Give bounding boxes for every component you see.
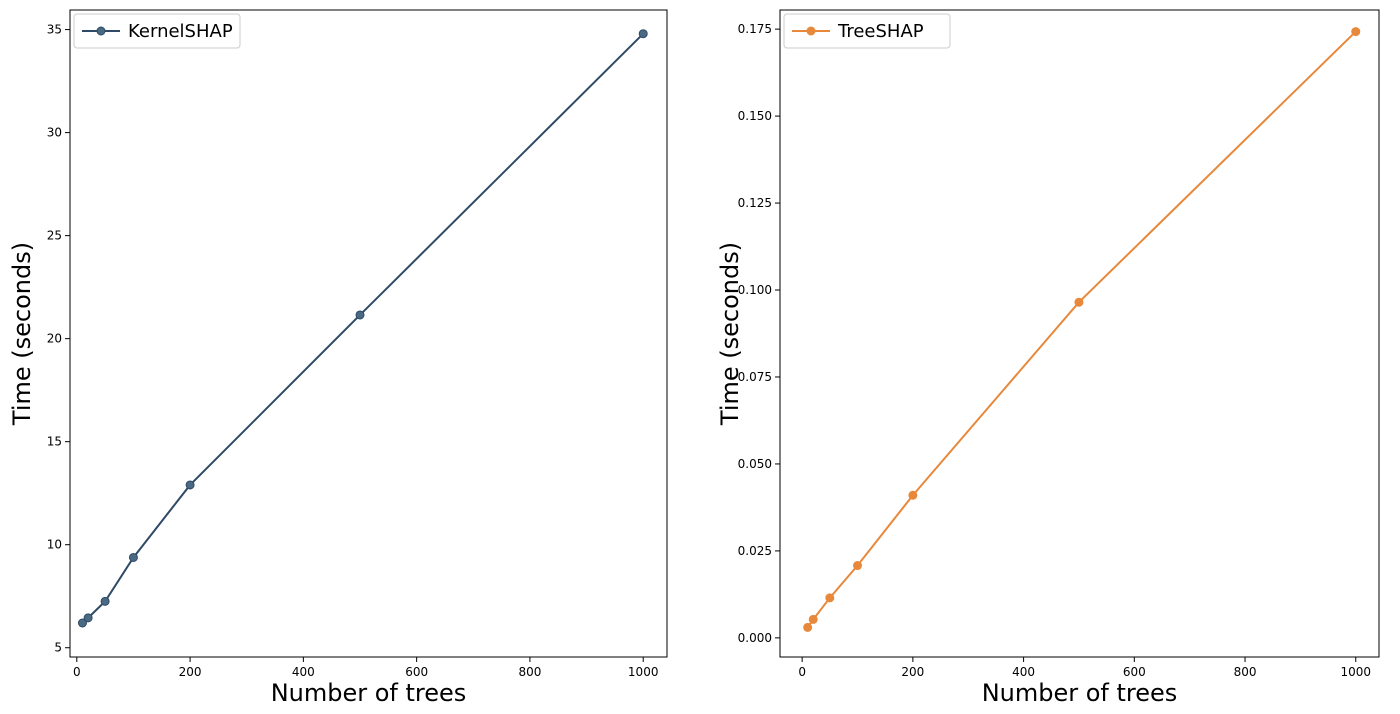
data-point [908,490,918,500]
x-tick-label: 200 [179,665,202,679]
x-axis-label: Number of trees [982,679,1178,707]
data-point [1351,27,1361,37]
data-point [185,480,195,490]
legend-marker [806,26,816,36]
chart-1: 0 200 400 600 800 1000 5 10 15 20 25 30 35 Number of … [8,9,668,707]
data-point [638,29,648,39]
x-tick-label: 400 [1012,665,1035,679]
data-point [83,613,93,623]
y-tick-label: 0.100 [738,283,772,297]
x-tick-label: 0 [73,665,81,679]
plot-frame [779,9,1380,658]
x-tick-label: 800 [1234,665,1257,679]
data-point [808,614,818,624]
series-line-kernelshap [81,32,644,624]
plot-frame [69,9,668,658]
y-axis-label: Time (seconds) [8,242,36,426]
chart-2: 0 200 400 600 800 1000 0.000 0.025 0.050 0.075 0.1… [716,9,1380,707]
y-tick-label: 35 [47,23,62,37]
legend-box [73,13,241,49]
y-tick-label: 0.025 [738,544,772,558]
x-tick-label: 600 [1123,665,1146,679]
legend-box [783,13,951,49]
x-tick-label: 600 [405,665,428,679]
legend-label: KernelSHAP [128,21,233,42]
data-point [128,552,138,562]
y-tick-label: 15 [47,435,62,449]
y-tick-label: 0.125 [738,196,772,210]
y-tick-label: 10 [47,538,62,552]
x-tick-label: 1000 [1340,665,1371,679]
y-tick-label: 20 [47,332,62,346]
legend-marker [96,26,106,36]
y-tick-label: 30 [47,126,62,140]
y-tick-label: 0.050 [738,457,772,471]
y-tick-label: 5 [54,641,62,655]
data-point [355,310,365,320]
x-tick-label: 0 [798,665,806,679]
x-tick-label: 200 [901,665,924,679]
data-point [803,622,813,632]
y-axis-label: Time (seconds) [716,242,744,426]
legend-label: TreeSHAP [837,21,924,42]
x-tick-label: 1000 [628,665,659,679]
y-tick-label: 0.175 [738,22,772,36]
y-tick-label: 25 [47,229,62,243]
data-point [100,596,110,606]
data-point [825,593,835,603]
x-tick-label: 400 [292,665,315,679]
data-point [77,618,87,628]
series-line-treeshap [806,30,1357,629]
data-point [1074,297,1084,307]
x-tick-label: 800 [518,665,541,679]
y-tick-label: 0.075 [738,370,772,384]
x-axis-label: Number of trees [271,679,467,707]
y-tick-label: 0.150 [738,109,772,123]
data-point [853,561,863,571]
y-tick-label: 0.000 [738,631,772,645]
